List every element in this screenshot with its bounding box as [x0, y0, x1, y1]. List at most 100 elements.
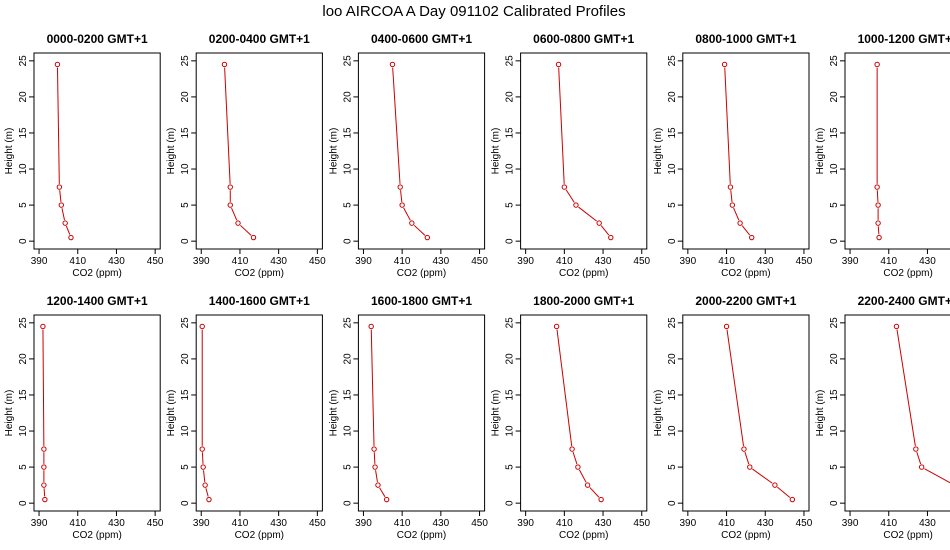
y-tick-label: 0	[180, 500, 191, 506]
panel-title: 1000-1200 GMT+1	[858, 32, 950, 46]
data-point	[54, 61, 61, 68]
y-tick-label: 25	[18, 55, 29, 67]
y-tick-label: 15	[829, 127, 840, 139]
y-axis-label: Height (m)	[328, 128, 339, 175]
profile-segment	[589, 487, 600, 498]
y-tick-label: 10	[829, 163, 840, 175]
plot-frame	[682, 52, 810, 250]
data-point	[729, 202, 736, 208]
y-tick-label: 10	[505, 163, 516, 175]
x-tick-label: 430	[757, 256, 774, 267]
x-tick-label: 450	[471, 518, 488, 529]
y-tick-label: 15	[505, 127, 516, 139]
data-point	[397, 184, 403, 190]
y-tick-label: 20	[180, 91, 191, 103]
panel-9: 1600-1800 GMT+1 390 410 430 450 CO2 (ppm) 0 5 10…	[328, 294, 488, 541]
data-point	[409, 220, 415, 226]
x-tick-label: 430	[270, 518, 287, 529]
y-axis-label: Height (m)	[653, 128, 664, 175]
x-tick-label: 410	[718, 518, 735, 529]
panel-title: 0600-0800 GMT+1	[533, 32, 634, 46]
data-point	[553, 323, 560, 330]
y-tick-label: 15	[342, 389, 353, 401]
x-tick-label: 410	[556, 256, 573, 267]
y-tick-label: 25	[342, 317, 353, 329]
x-tick-label: 430	[433, 518, 450, 529]
x-axis-label: CO2 (ppm)	[721, 268, 770, 279]
plot-frame	[844, 52, 950, 250]
data-point	[598, 496, 604, 503]
x-tick-label: 430	[757, 518, 774, 529]
y-tick-label: 25	[505, 317, 516, 329]
data-point	[575, 464, 581, 470]
profile-segment	[43, 488, 46, 497]
panel-2: 0200-0400 GMT+1 390 410 430 450 CO2 (ppm) 0 5 10…	[166, 32, 326, 279]
data-point	[40, 323, 46, 330]
panel-7: 1200-1400 GMT+1 390 410 430 450 CO2 (ppm) 0 5 10…	[4, 294, 164, 541]
y-tick-label: 10	[667, 425, 678, 437]
data-point	[68, 234, 74, 241]
y-tick-label: 25	[505, 55, 516, 67]
x-tick-label: 430	[108, 256, 125, 267]
panel-8: 1400-1600 GMT+1 390 410 430 450 CO2 (ppm) 0 5 10…	[166, 294, 326, 541]
y-tick-label: 5	[342, 202, 353, 208]
y-tick-label: 5	[505, 464, 516, 470]
data-point	[561, 184, 568, 190]
x-tick-label: 450	[471, 256, 488, 267]
data-point	[41, 482, 47, 488]
x-axis-label: CO2 (ppm)	[883, 530, 932, 541]
data-point	[424, 234, 431, 241]
y-tick-label: 25	[829, 55, 840, 67]
data-point	[250, 234, 257, 241]
y-axis-label: Height (m)	[4, 128, 15, 175]
y-tick-label: 0	[180, 238, 191, 244]
profile-segment	[42, 329, 45, 446]
panel-title: 1200-1400 GMT+1	[47, 294, 148, 308]
data-point	[235, 220, 241, 226]
panel-4: 0600-0800 GMT+1 390 410 430 450 CO2 (ppm) 0 5 10…	[491, 32, 651, 279]
panel-1: 0000-0200 GMT+1 390 410 430 450 CO2 (ppm) 0 5 10…	[4, 32, 164, 279]
x-tick-label: 390	[842, 256, 859, 267]
y-axis-label: Height (m)	[166, 128, 177, 175]
data-point	[721, 61, 728, 68]
plot-frame	[844, 314, 950, 512]
profile-segment	[379, 487, 386, 498]
panel-title: 1600-1800 GMT+1	[371, 294, 472, 308]
profile-segment	[565, 189, 575, 203]
x-tick-label: 410	[394, 256, 411, 267]
x-axis-label: CO2 (ppm)	[721, 530, 770, 541]
data-point	[368, 323, 374, 330]
profile-segment	[578, 206, 597, 222]
profile-segment	[556, 329, 573, 446]
profile-segment	[558, 67, 565, 184]
plot-frame	[357, 314, 486, 512]
y-tick-label: 25	[180, 55, 191, 67]
x-tick-label: 430	[919, 256, 936, 267]
x-tick-label: 450	[147, 518, 164, 529]
y-tick-label: 15	[829, 389, 840, 401]
y-tick-label: 10	[342, 425, 353, 437]
data-point	[772, 482, 778, 488]
y-axis-label: Height (m)	[328, 390, 339, 437]
x-tick-label: 430	[108, 518, 125, 529]
profile-segment	[400, 190, 403, 202]
plot-frame	[33, 314, 161, 512]
data-point	[202, 482, 208, 488]
x-tick-label: 410	[718, 256, 735, 267]
y-tick-label: 5	[829, 202, 840, 208]
panel-10: 1800-2000 GMT+1 390 410 430 450 CO2 (ppm) 0 5 10…	[491, 294, 651, 541]
y-tick-label: 25	[667, 317, 678, 329]
y-tick-label: 15	[505, 389, 516, 401]
y-tick-label: 5	[342, 464, 353, 470]
y-tick-label: 0	[505, 500, 516, 506]
plot-frame	[682, 314, 810, 512]
y-tick-label: 0	[505, 238, 516, 244]
data-point	[876, 234, 882, 241]
x-tick-label: 450	[147, 256, 164, 267]
panel-11: 2000-2200 GMT+1 390 410 430 450 CO2 (ppm) 0 5 10…	[653, 294, 813, 541]
x-tick-label: 410	[880, 518, 897, 529]
x-tick-label: 390	[193, 256, 210, 267]
profile-segment	[752, 468, 773, 484]
y-tick-label: 5	[18, 202, 29, 208]
